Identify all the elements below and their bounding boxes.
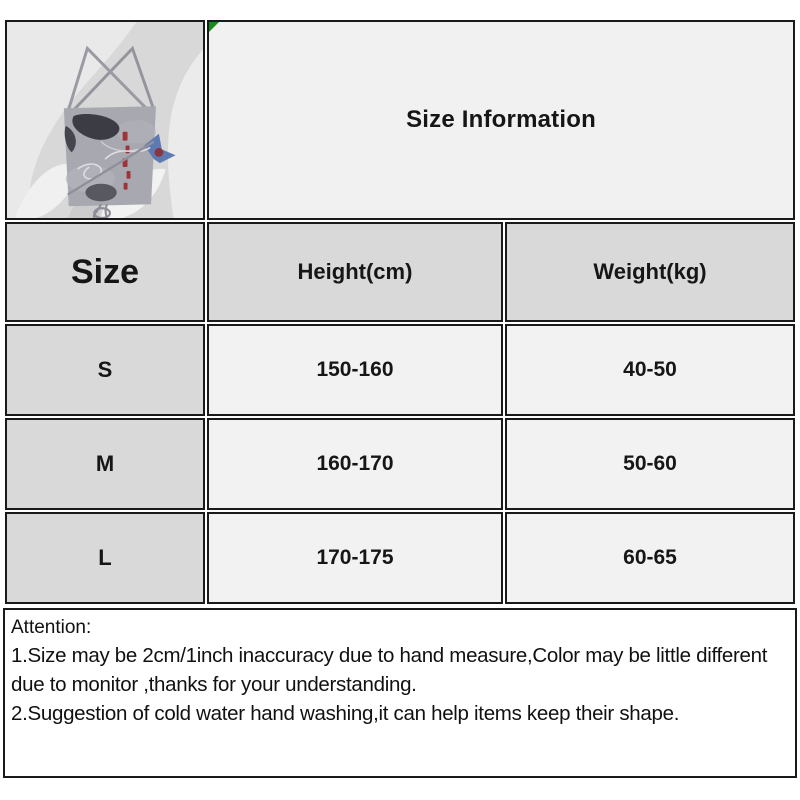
- weight-value: 40-50: [505, 324, 796, 416]
- height-value: 150-160: [207, 324, 503, 416]
- weight-value: 60-65: [505, 512, 796, 604]
- size-label: S: [5, 324, 205, 416]
- height-value: 160-170: [207, 418, 503, 510]
- product-photo-cell: [5, 20, 205, 220]
- header-row: Size Height(cm) Weight(kg): [5, 222, 796, 322]
- attention-heading: Attention:: [11, 617, 92, 638]
- weight-value: 50-60: [505, 418, 796, 510]
- page-title: Size Information: [406, 106, 596, 133]
- size-table: Size Information Size Height(cm) Weight(…: [3, 18, 797, 606]
- col-header-size: Size: [5, 222, 205, 322]
- table-row-s: S 150-160 40-50: [5, 324, 796, 416]
- excel-corner-flag-icon: [209, 22, 219, 32]
- table-row-m: M 160-170 50-60: [5, 418, 796, 510]
- col-header-height: Height(cm): [207, 222, 503, 322]
- table-row-l: L 170-175 60-65: [5, 512, 796, 604]
- top-row: Size Information: [5, 20, 796, 220]
- title-cell: Size Information: [207, 20, 796, 220]
- attention-note-2: 2.Suggestion of cold water hand washing,…: [11, 702, 680, 725]
- product-photo: [7, 22, 203, 218]
- height-value: 170-175: [207, 512, 503, 604]
- attention-note-1: 1.Size may be 2cm/1inch inaccuracy due t…: [11, 644, 768, 696]
- attention-box: Attention: 1.Size may be 2cm/1inch inacc…: [3, 608, 797, 778]
- size-label: L: [5, 512, 205, 604]
- col-header-weight: Weight(kg): [505, 222, 796, 322]
- size-label: M: [5, 418, 205, 510]
